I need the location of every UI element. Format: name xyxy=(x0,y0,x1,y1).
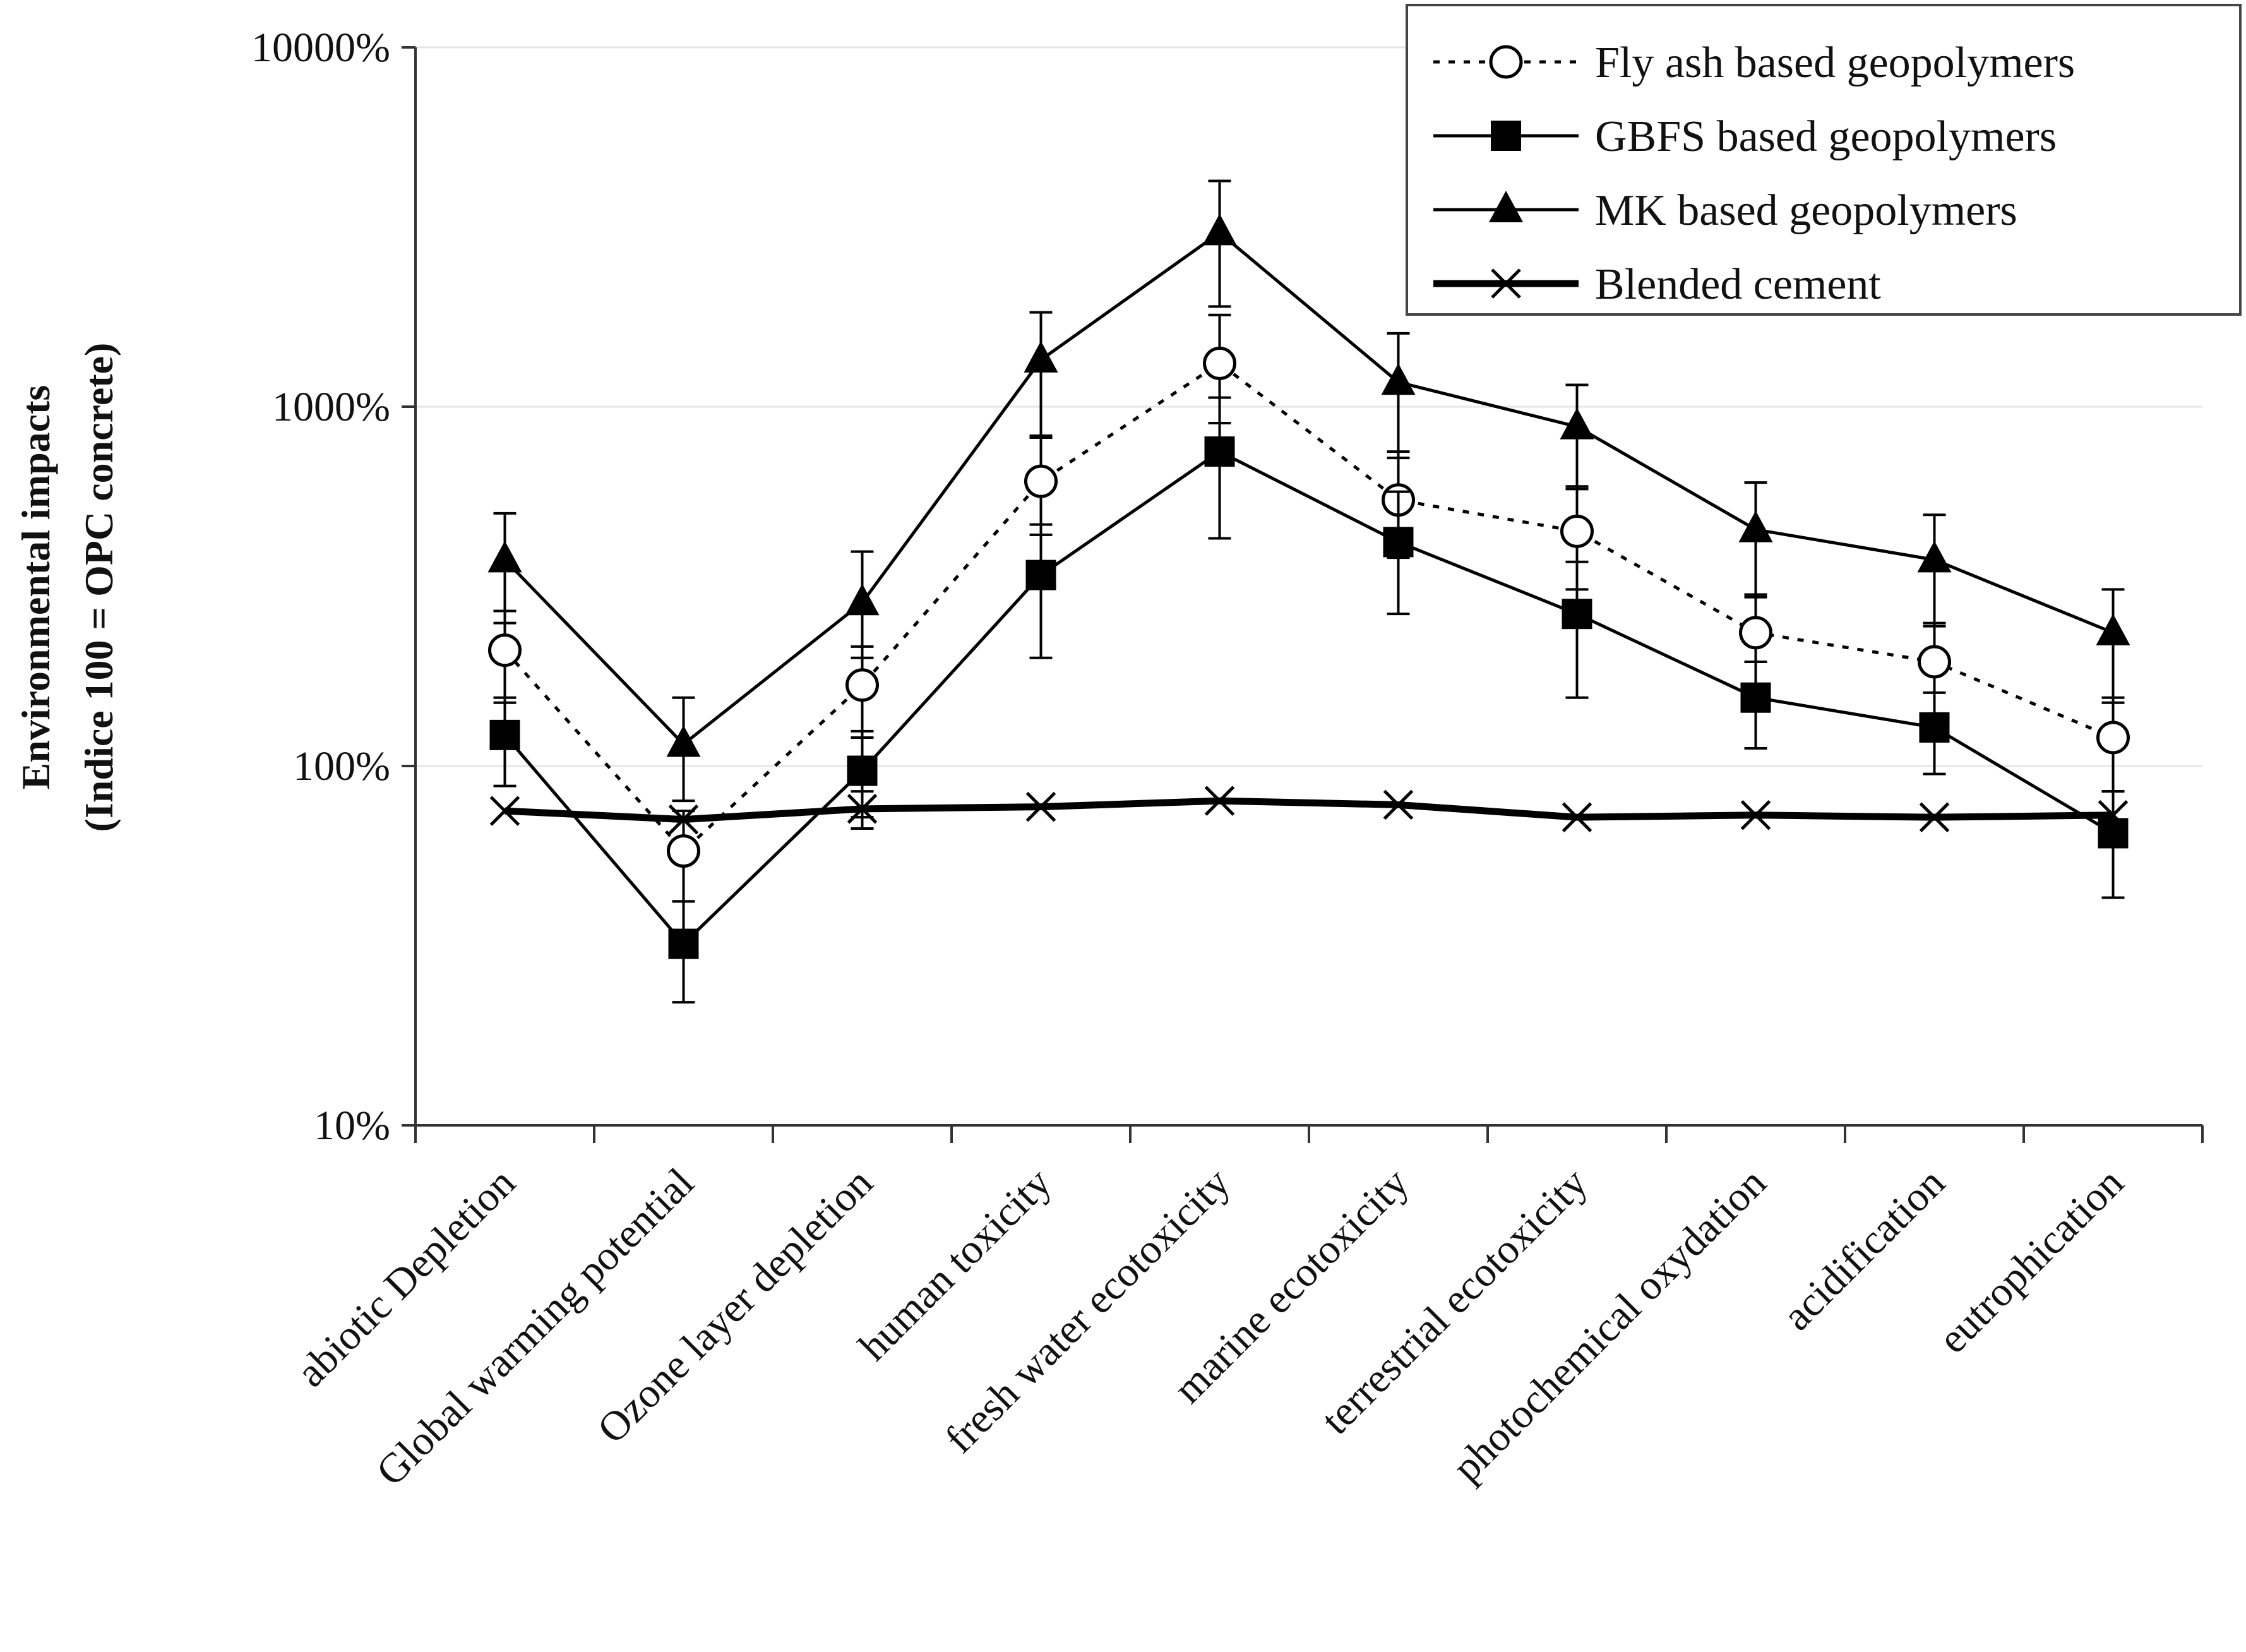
data-point xyxy=(668,928,699,959)
legend-label: Fly ash based geopolymers xyxy=(1595,39,2075,87)
series-line xyxy=(503,230,2114,746)
data-point xyxy=(1025,560,1056,590)
series-0 xyxy=(488,313,2130,903)
data-point xyxy=(847,794,878,824)
marker-stroke xyxy=(1562,802,1592,832)
data-point xyxy=(1204,786,1235,816)
data-point xyxy=(1383,527,1414,558)
data-point xyxy=(666,725,701,757)
data-point xyxy=(2098,800,2129,830)
data-point xyxy=(1381,363,1416,395)
series-line xyxy=(503,450,2114,946)
data-point xyxy=(1919,712,1950,743)
legend-marker xyxy=(1489,45,1523,79)
data-point xyxy=(1560,514,1594,548)
marker-stroke xyxy=(1491,268,1521,299)
data-point xyxy=(1740,800,1771,830)
data-point xyxy=(845,668,879,702)
data-point xyxy=(1562,802,1592,832)
data-point xyxy=(845,584,880,616)
data-point xyxy=(1203,346,1236,380)
y-tick-label: 100% xyxy=(293,743,390,789)
marker-stroke xyxy=(2098,800,2129,830)
marker-stroke xyxy=(1919,802,1950,832)
data-point xyxy=(1383,789,1414,820)
data-point xyxy=(1738,510,1773,542)
marker-stroke xyxy=(1025,791,1056,822)
legend-item: MK based geopolymers xyxy=(1433,186,2017,235)
data-point xyxy=(1740,682,1771,713)
data-point xyxy=(1024,464,1058,498)
legend-label: GBFS based geopolymers xyxy=(1595,112,2057,161)
marker-stroke xyxy=(668,804,699,835)
series-line xyxy=(505,797,2113,823)
data-point xyxy=(489,719,520,750)
series xyxy=(487,179,2130,1004)
x-tick-label: Global warming potential xyxy=(367,1159,703,1495)
x-tick-label: eutrophication xyxy=(1930,1159,2132,1362)
legend-label: Blended cement xyxy=(1595,260,1881,309)
data-point xyxy=(847,755,878,786)
axis-labels: Environmental impacts (Indice 100 = OPC c… xyxy=(13,343,121,832)
y-tick-label: 10% xyxy=(314,1103,390,1149)
legend-marker xyxy=(1491,268,1521,299)
series-3 xyxy=(489,786,2129,842)
legend-label: MK based geopolymers xyxy=(1595,186,2017,235)
legend-item: Blended cement xyxy=(1433,260,1881,309)
legend: Fly ash based geopolymers GBFS based geop… xyxy=(1406,4,2242,316)
marker-stroke xyxy=(1204,786,1235,816)
series-line xyxy=(503,361,2114,853)
legend-box xyxy=(1406,4,2242,316)
y-axis-title: Environmental impacts xyxy=(13,385,58,790)
series-2 xyxy=(487,179,2130,803)
marker-stroke xyxy=(1740,800,1771,830)
x-tick-label: photochemical oxydation xyxy=(1443,1159,1775,1491)
legend-item: Fly ash based geopolymers xyxy=(1433,39,2075,87)
data-point xyxy=(488,633,522,667)
data-point xyxy=(2096,721,2130,755)
marker-stroke xyxy=(847,794,878,824)
marker-stroke xyxy=(1383,789,1414,820)
legend-item: GBFS based geopolymers xyxy=(1433,112,2057,161)
data-point xyxy=(1024,340,1058,373)
data-point xyxy=(2096,613,2130,645)
data-point xyxy=(1204,436,1235,467)
data-point xyxy=(489,796,520,826)
y-tick-label: 10000% xyxy=(251,25,390,71)
data-point xyxy=(1739,616,1772,650)
x-tick-label: acidification xyxy=(1774,1159,1954,1339)
y-axis-title: (Indice 100 = OPC concrete) xyxy=(76,343,121,832)
data-point xyxy=(1918,645,1951,679)
data-point xyxy=(1917,541,1952,573)
marker-stroke xyxy=(489,796,520,826)
y-tick-label: 1000% xyxy=(272,384,390,430)
data-point xyxy=(1025,791,1056,822)
data-point xyxy=(487,541,522,573)
data-point xyxy=(1562,599,1592,630)
data-point xyxy=(1560,407,1594,440)
data-point xyxy=(668,804,699,835)
data-point xyxy=(667,834,700,868)
series-1 xyxy=(489,396,2129,1004)
legend-marker xyxy=(1491,121,1521,151)
data-point xyxy=(1919,802,1950,832)
legend-marker xyxy=(1489,191,1523,222)
data-point xyxy=(1202,213,1237,246)
